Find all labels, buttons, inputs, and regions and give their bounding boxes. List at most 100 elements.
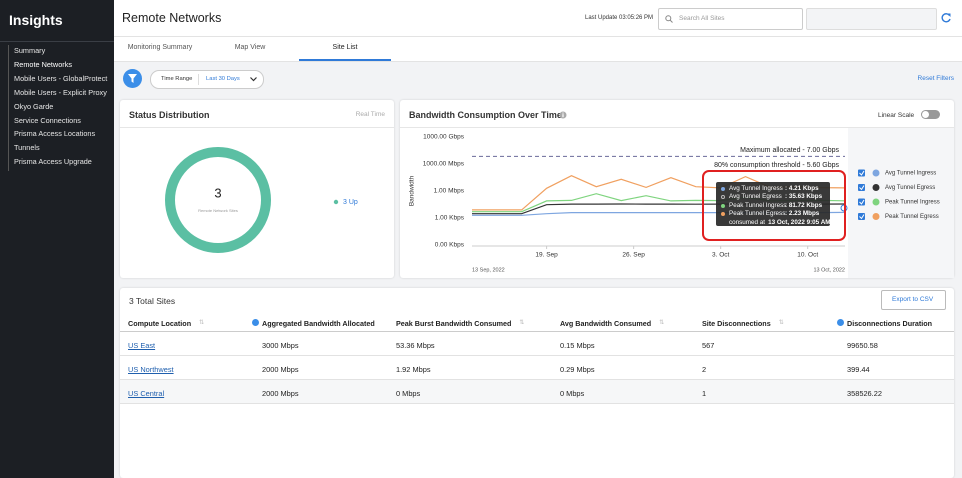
table-cell: 2000 Mbps xyxy=(262,389,299,398)
y-tick-label: 1.00 Kbps xyxy=(435,215,465,222)
bandwidth-panel: Bandwidth Consumption Over Time Linear S… xyxy=(400,100,954,278)
sidebar-item[interactable]: Okyo Garde xyxy=(14,101,54,111)
account-box[interactable] xyxy=(806,8,937,30)
legend-background xyxy=(848,128,954,278)
tooltip-name: Peak Tunnel Ingress xyxy=(729,201,787,209)
sidebar-item[interactable]: Tunnels xyxy=(14,143,40,153)
sidebar-item[interactable]: Service Connections xyxy=(14,115,81,125)
time-range-divider xyxy=(198,74,199,85)
sidebar: Insights Summary Remote Networks Mobile Us… xyxy=(0,0,114,478)
checkmark xyxy=(859,199,865,205)
table-cell: 358526.22 xyxy=(847,389,882,398)
tab[interactable]: Monitoring Summary xyxy=(127,44,193,51)
x-tick-label: 26. Sep xyxy=(622,252,645,259)
sidebar-item[interactable]: Prisma Access Upgrade xyxy=(14,157,92,167)
donut-total-label: Remote Network Sites xyxy=(198,208,238,213)
reset-filters[interactable]: Reset Filters xyxy=(917,75,954,82)
toggle-knob xyxy=(922,111,929,118)
y-axis-label: Bandwidth xyxy=(409,175,416,206)
refresh-icon[interactable] xyxy=(940,12,952,24)
header: Remote Networks Last Update 03:05:26 PM … xyxy=(114,0,962,37)
scale-toggle-label: Linear Scale xyxy=(878,112,915,119)
search-box[interactable]: Search All Sites xyxy=(658,8,803,30)
threshold-label: 80% consumption threshold - 5.60 Gbps xyxy=(714,162,839,169)
checkmark xyxy=(859,214,865,220)
tooltip-footer-prefix: consumed at xyxy=(729,218,766,226)
panel-title: Bandwidth Consumption Over Time xyxy=(409,110,562,120)
tab[interactable]: Site List xyxy=(299,37,391,61)
time-range-label: Time Range xyxy=(161,76,193,82)
sidebar-item[interactable]: Remote Networks xyxy=(14,59,72,69)
tooltip-value: 2.23 Mbps xyxy=(785,210,819,217)
site-link[interactable]: US Northwest xyxy=(128,365,174,374)
sort-icon[interactable]: ⇅ xyxy=(778,320,784,326)
checkmark xyxy=(859,185,865,191)
search-placeholder: Search All Sites xyxy=(679,15,725,22)
export-label: Export to CSV xyxy=(892,296,934,303)
legend-dot xyxy=(872,198,880,206)
legend-checkbox[interactable] xyxy=(858,184,865,191)
column-header[interactable]: Avg Bandwidth Consumed xyxy=(560,319,652,328)
legend-label: Avg Tunnel Ingress xyxy=(885,171,936,177)
legend-label: 3 Up xyxy=(343,199,358,206)
legend-dot xyxy=(872,213,880,220)
tooltip-footer: consumed at 13 Oct, 2022 9:05 AM xyxy=(720,218,830,226)
filter-icon xyxy=(128,74,137,83)
table-cell: 99650.58 xyxy=(847,341,878,350)
scale-toggle[interactable] xyxy=(921,110,940,119)
legend-checkbox[interactable] xyxy=(858,198,865,206)
time-range-pill[interactable]: Time Range Last 30 Days xyxy=(150,70,264,89)
sidebar-divider xyxy=(0,41,114,42)
y-tick-label: 1000.00 Gbps xyxy=(423,134,465,141)
sort-icon[interactable]: ⇅ xyxy=(659,320,665,326)
legend-checkbox[interactable] xyxy=(858,169,865,177)
tab-bar: Monitoring Summary Map View Site List xyxy=(114,37,962,62)
legend-checkbox[interactable] xyxy=(858,213,865,220)
column-header[interactable]: Aggregated Bandwidth Allocated xyxy=(262,319,375,328)
sidebar-item[interactable]: Summary xyxy=(14,46,46,55)
tooltip-dot xyxy=(721,187,725,191)
info-icon[interactable] xyxy=(559,111,567,119)
table-cell: 2 xyxy=(702,365,707,374)
table-row xyxy=(120,332,954,356)
export-button[interactable]: Export to CSV xyxy=(881,290,946,310)
info-icon[interactable] xyxy=(837,319,844,326)
last-update: Last Update 03:05:26 PM xyxy=(585,15,654,21)
legend-dot xyxy=(872,169,880,177)
table-row xyxy=(120,356,954,380)
sidebar-item[interactable]: Prisma Access Locations xyxy=(14,129,96,139)
column-header[interactable]: Disconnections Duration xyxy=(847,319,933,328)
column-header[interactable]: Compute Location xyxy=(128,319,192,328)
tooltip-row: Peak Tunnel Ingress81.72 Kbps xyxy=(720,202,826,210)
sidebar-item[interactable]: Mobile Users - GlobalProtect xyxy=(14,73,108,83)
donut-total: 3 xyxy=(214,185,221,200)
x-tick-label: 10. Oct xyxy=(797,252,818,259)
column-header[interactable]: Peak Burst Bandwidth Consumed xyxy=(396,319,512,328)
tooltip-name: Avg Tunnel Egress xyxy=(729,193,782,201)
donut-segment xyxy=(165,147,271,253)
threshold-label: Maximum allocated - 7.00 Gbps xyxy=(740,147,839,154)
sort-icon[interactable]: ⇅ xyxy=(199,320,205,326)
legend-label: Peak Tunnel Egress xyxy=(885,214,939,220)
column-header[interactable]: Site Disconnections xyxy=(702,319,771,328)
sidebar-item[interactable]: Mobile Users - Explicit Proxy xyxy=(14,87,107,97)
site-link[interactable]: US Central xyxy=(128,389,165,398)
legend-dot xyxy=(872,184,880,191)
table-cell: 399.44 xyxy=(847,365,870,374)
table-header-border xyxy=(120,331,954,332)
donut-chart: 3 Up 3 Remote Network Sites xyxy=(165,147,358,253)
table-cell: 0.15 Mbps xyxy=(560,341,595,350)
sort-icon[interactable]: ⇅ xyxy=(519,320,525,326)
page-title: Remote Networks xyxy=(122,11,222,25)
x-tick-label: 19. Sep xyxy=(535,252,558,259)
tab[interactable]: Map View xyxy=(234,44,266,51)
site-link[interactable]: US East xyxy=(128,341,156,350)
time-range-value: Last 30 Days xyxy=(206,76,240,82)
legend-label: Peak Tunnel Ingress xyxy=(885,200,940,206)
info-icon[interactable] xyxy=(252,319,259,326)
filter-button[interactable] xyxy=(123,69,142,88)
table-cell: 2000 Mbps xyxy=(262,365,299,374)
table-row xyxy=(120,380,954,404)
sites-panel: 3 Total Sites Export to CSV Compute Loca… xyxy=(120,288,954,478)
